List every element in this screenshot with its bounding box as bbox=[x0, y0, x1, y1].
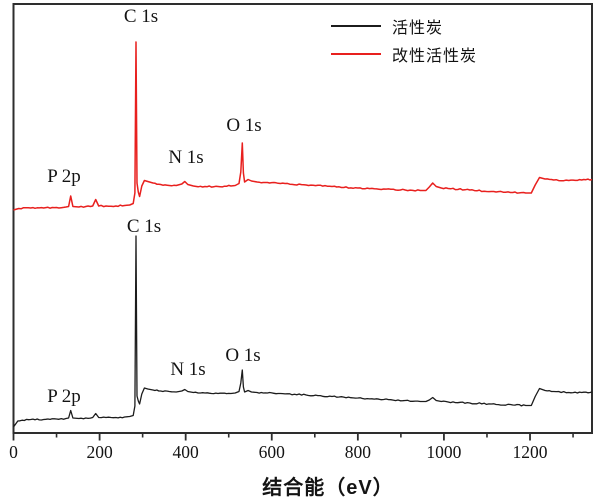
x-tick-label: 1200 bbox=[513, 442, 548, 462]
x-tick-label: 400 bbox=[173, 442, 200, 462]
x-tick-label: 0 bbox=[9, 442, 18, 462]
series-line-0 bbox=[12, 235, 593, 428]
legend-item-activated-carbon: 活性炭 bbox=[331, 12, 477, 40]
x-tick-label: 1000 bbox=[426, 442, 461, 462]
peak-label-black-p2p: P 2p bbox=[47, 386, 81, 407]
x-tick-label: 600 bbox=[259, 442, 286, 462]
peak-label-red-n1s: N 1s bbox=[168, 147, 204, 168]
x-axis-title: 结合能（eV） bbox=[262, 477, 394, 499]
plot-frame bbox=[12, 3, 593, 434]
legend: 活性炭 改性活性炭 bbox=[331, 12, 477, 68]
series-line-1 bbox=[13, 41, 593, 211]
legend-label-activated-carbon: 活性炭 bbox=[392, 20, 444, 37]
peak-label-black-n1s: N 1s bbox=[170, 359, 206, 380]
peak-label-red-c1s: C 1s bbox=[123, 6, 159, 27]
peak-label-red-o1s: O 1s bbox=[226, 115, 262, 136]
legend-item-modified-activated-carbon: 改性活性炭 bbox=[331, 40, 477, 68]
legend-line-black bbox=[331, 25, 381, 27]
x-tick-label: 800 bbox=[345, 442, 372, 462]
legend-label-modified-activated-carbon: 改性活性炭 bbox=[392, 48, 478, 65]
peak-label-red-p2p: P 2p bbox=[47, 166, 81, 187]
peak-label-black-o1s: O 1s bbox=[225, 345, 261, 366]
peak-label-black-c1s: C 1s bbox=[126, 216, 162, 237]
x-tick-label: 200 bbox=[86, 442, 113, 462]
legend-line-red bbox=[331, 53, 381, 55]
